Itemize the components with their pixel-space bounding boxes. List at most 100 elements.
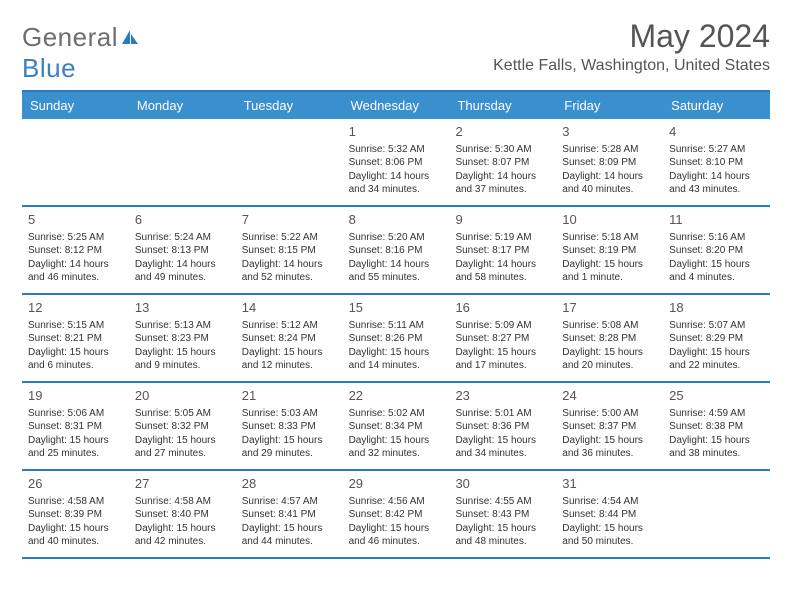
day-header: Saturday	[663, 92, 770, 119]
daylight2-text: and 52 minutes.	[242, 271, 339, 285]
daylight2-text: and 1 minute.	[562, 271, 659, 285]
daylight2-text: and 9 minutes.	[135, 359, 232, 373]
daylight1-text: Daylight: 14 hours	[669, 170, 766, 184]
day-cell: 20Sunrise: 5:05 AMSunset: 8:32 PMDayligh…	[129, 383, 236, 469]
sunset-text: Sunset: 8:13 PM	[135, 244, 232, 258]
sunset-text: Sunset: 8:37 PM	[562, 420, 659, 434]
brand-part2: Blue	[22, 53, 76, 83]
daylight2-text: and 43 minutes.	[669, 183, 766, 197]
sunset-text: Sunset: 8:44 PM	[562, 508, 659, 522]
daylight1-text: Daylight: 14 hours	[349, 258, 446, 272]
day-number: 7	[242, 211, 339, 229]
daylight2-text: and 32 minutes.	[349, 447, 446, 461]
day-cell: 6Sunrise: 5:24 AMSunset: 8:13 PMDaylight…	[129, 207, 236, 293]
daylight1-text: Daylight: 15 hours	[669, 434, 766, 448]
day-cell: 9Sunrise: 5:19 AMSunset: 8:17 PMDaylight…	[449, 207, 556, 293]
brand-text: GeneralBlue	[22, 22, 140, 84]
sunset-text: Sunset: 8:40 PM	[135, 508, 232, 522]
sunset-text: Sunset: 8:34 PM	[349, 420, 446, 434]
header: GeneralBlue May 2024 Kettle Falls, Washi…	[22, 18, 770, 84]
daylight2-text: and 40 minutes.	[28, 535, 125, 549]
day-header-row: SundayMondayTuesdayWednesdayThursdayFrid…	[22, 92, 770, 119]
calendar: SundayMondayTuesdayWednesdayThursdayFrid…	[22, 90, 770, 559]
day-number: 3	[562, 123, 659, 141]
sunset-text: Sunset: 8:20 PM	[669, 244, 766, 258]
daylight2-text: and 17 minutes.	[455, 359, 552, 373]
daylight1-text: Daylight: 15 hours	[349, 522, 446, 536]
daylight2-text: and 12 minutes.	[242, 359, 339, 373]
daylight2-text: and 34 minutes.	[455, 447, 552, 461]
day-header: Thursday	[449, 92, 556, 119]
title-block: May 2024 Kettle Falls, Washington, Unite…	[493, 18, 770, 75]
day-cell	[236, 119, 343, 205]
daylight1-text: Daylight: 14 hours	[455, 258, 552, 272]
day-cell: 19Sunrise: 5:06 AMSunset: 8:31 PMDayligh…	[22, 383, 129, 469]
daylight2-text: and 44 minutes.	[242, 535, 339, 549]
brand-logo: GeneralBlue	[22, 22, 140, 84]
sunrise-text: Sunrise: 5:08 AM	[562, 319, 659, 333]
day-number: 1	[349, 123, 446, 141]
sunset-text: Sunset: 8:06 PM	[349, 156, 446, 170]
daylight2-text: and 42 minutes.	[135, 535, 232, 549]
daylight2-text: and 22 minutes.	[669, 359, 766, 373]
daylight1-text: Daylight: 15 hours	[562, 522, 659, 536]
week-row: 26Sunrise: 4:58 AMSunset: 8:39 PMDayligh…	[22, 471, 770, 559]
sunset-text: Sunset: 8:07 PM	[455, 156, 552, 170]
day-number: 28	[242, 475, 339, 493]
sunrise-text: Sunrise: 5:20 AM	[349, 231, 446, 245]
sunset-text: Sunset: 8:21 PM	[28, 332, 125, 346]
sunrise-text: Sunrise: 4:58 AM	[135, 495, 232, 509]
day-number: 29	[349, 475, 446, 493]
sunrise-text: Sunrise: 5:32 AM	[349, 143, 446, 157]
day-header: Friday	[556, 92, 663, 119]
sunrise-text: Sunrise: 4:59 AM	[669, 407, 766, 421]
day-number: 24	[562, 387, 659, 405]
daylight2-text: and 27 minutes.	[135, 447, 232, 461]
daylight2-text: and 40 minutes.	[562, 183, 659, 197]
day-cell: 5Sunrise: 5:25 AMSunset: 8:12 PMDaylight…	[22, 207, 129, 293]
day-number: 8	[349, 211, 446, 229]
day-cell: 12Sunrise: 5:15 AMSunset: 8:21 PMDayligh…	[22, 295, 129, 381]
sunset-text: Sunset: 8:36 PM	[455, 420, 552, 434]
day-cell: 10Sunrise: 5:18 AMSunset: 8:19 PMDayligh…	[556, 207, 663, 293]
daylight2-text: and 36 minutes.	[562, 447, 659, 461]
day-number: 19	[28, 387, 125, 405]
day-cell: 8 Sunrise: 5:20 AMSunset: 8:16 PMDaylight…	[343, 207, 450, 293]
daylight1-text: Daylight: 15 hours	[242, 522, 339, 536]
sunrise-text: Sunrise: 4:55 AM	[455, 495, 552, 509]
sunrise-text: Sunrise: 5:24 AM	[135, 231, 232, 245]
day-number: 5	[28, 211, 125, 229]
day-cell	[129, 119, 236, 205]
sunrise-text: Sunrise: 5:12 AM	[242, 319, 339, 333]
daylight2-text: and 20 minutes.	[562, 359, 659, 373]
day-number: 2	[455, 123, 552, 141]
sunrise-text: Sunrise: 5:07 AM	[669, 319, 766, 333]
sunrise-text: Sunrise: 5:06 AM	[28, 407, 125, 421]
daylight1-text: Daylight: 15 hours	[455, 434, 552, 448]
day-cell: 22Sunrise: 5:02 AMSunset: 8:34 PMDayligh…	[343, 383, 450, 469]
day-number: 16	[455, 299, 552, 317]
sunset-text: Sunset: 8:28 PM	[562, 332, 659, 346]
week-row: 12Sunrise: 5:15 AMSunset: 8:21 PMDayligh…	[22, 295, 770, 383]
day-number: 31	[562, 475, 659, 493]
day-number: 15	[349, 299, 446, 317]
sunset-text: Sunset: 8:23 PM	[135, 332, 232, 346]
sunset-text: Sunset: 8:33 PM	[242, 420, 339, 434]
day-cell: 1Sunrise: 5:32 AMSunset: 8:06 PMDaylight…	[343, 119, 450, 205]
sunset-text: Sunset: 8:16 PM	[349, 244, 446, 258]
sunset-text: Sunset: 8:29 PM	[669, 332, 766, 346]
day-header: Sunday	[22, 92, 129, 119]
sunrise-text: Sunrise: 5:16 AM	[669, 231, 766, 245]
daylight2-text: and 29 minutes.	[242, 447, 339, 461]
day-cell: 21Sunrise: 5:03 AMSunset: 8:33 PMDayligh…	[236, 383, 343, 469]
day-number: 23	[455, 387, 552, 405]
day-number: 18	[669, 299, 766, 317]
sunset-text: Sunset: 8:10 PM	[669, 156, 766, 170]
day-cell	[22, 119, 129, 205]
sunrise-text: Sunrise: 5:19 AM	[455, 231, 552, 245]
daylight1-text: Daylight: 15 hours	[562, 434, 659, 448]
sunset-text: Sunset: 8:12 PM	[28, 244, 125, 258]
daylight2-text: and 58 minutes.	[455, 271, 552, 285]
daylight1-text: Daylight: 14 hours	[455, 170, 552, 184]
day-cell: 13Sunrise: 5:13 AMSunset: 8:23 PMDayligh…	[129, 295, 236, 381]
